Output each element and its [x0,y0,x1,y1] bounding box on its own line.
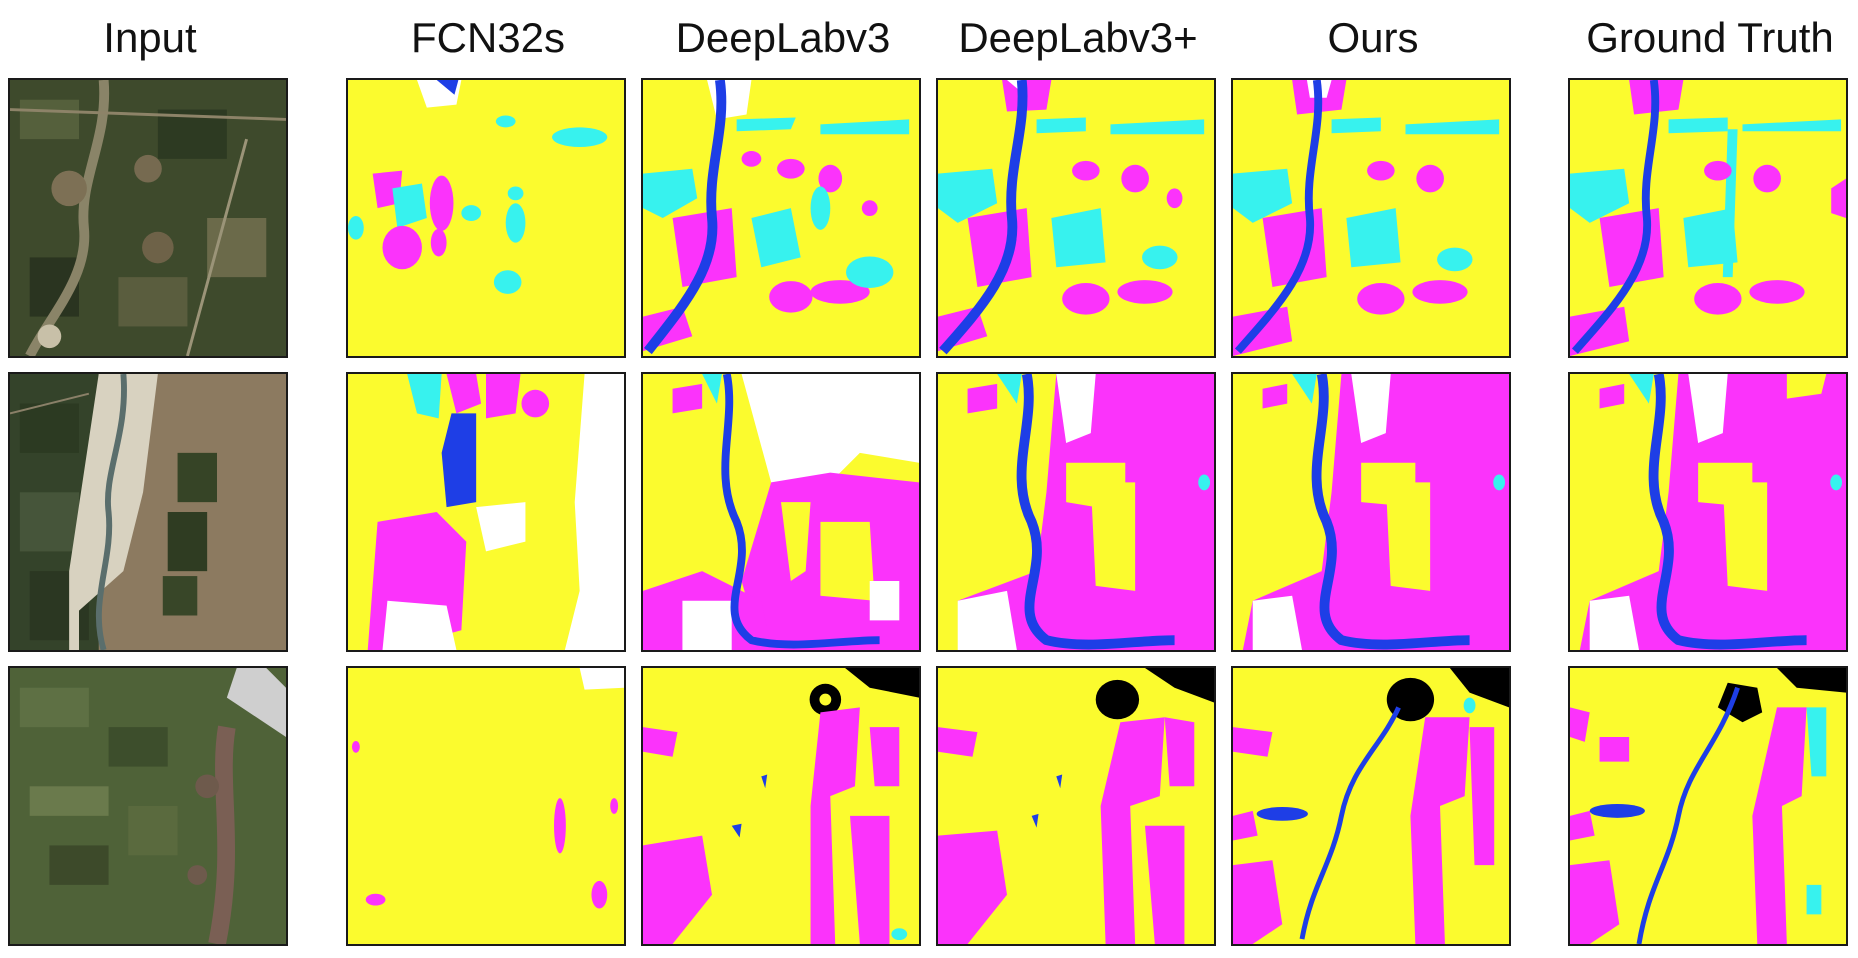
input-image-row-3 [8,666,288,946]
input-image-row-2 [8,372,288,652]
column-title-ours: Ours [1327,14,1419,61]
column-title-deeplabv3plus: DeepLabv3+ [958,14,1198,61]
prediction-fcn32s-row-3 [346,666,626,946]
column-title-fcn32s: FCN32s [410,14,566,61]
input-image-row-1 [8,78,288,358]
column-title-input: Input [103,14,197,61]
ground-truth-row-3 [1568,666,1848,946]
prediction-deeplabv3plus-row-3 [936,666,1216,946]
prediction-ours-row-3 [1231,666,1511,946]
prediction-fcn32s-row-1 [346,78,626,358]
prediction-ours-row-2 [1231,372,1511,652]
ground-truth-row-2 [1568,372,1848,652]
column-title-deeplabv3: DeepLabv3 [675,14,891,61]
prediction-ours-row-1 [1231,78,1511,358]
prediction-deeplabv3-row-3 [641,666,921,946]
prediction-fcn32s-row-2 [346,372,626,652]
ground-truth-row-1 [1568,78,1848,358]
column-title-ground-truth: Ground Truth [1586,14,1834,61]
prediction-deeplabv3-row-1 [641,78,921,358]
prediction-deeplabv3-row-2 [641,372,921,652]
prediction-deeplabv3plus-row-1 [936,78,1216,358]
prediction-deeplabv3plus-row-2 [936,372,1216,652]
